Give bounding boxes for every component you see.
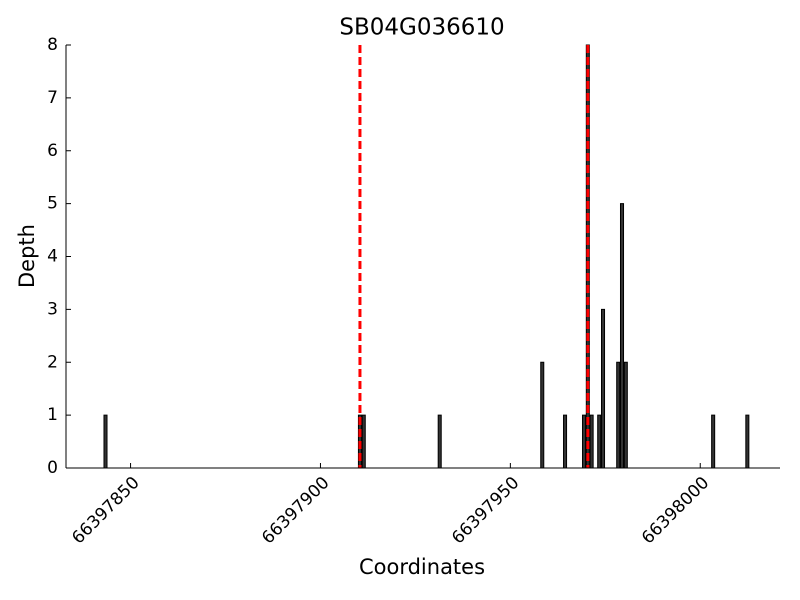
bar xyxy=(601,308,606,469)
y-tick-label: 8 xyxy=(47,35,58,55)
bar xyxy=(616,361,621,469)
x-tick-label: 66397850 xyxy=(68,473,143,548)
bar xyxy=(745,414,750,469)
bar xyxy=(582,414,587,469)
bar xyxy=(361,414,366,469)
bar xyxy=(711,414,716,469)
x-tick-label: 66397950 xyxy=(448,473,523,548)
bar xyxy=(563,414,568,469)
y-tick-label: 3 xyxy=(47,299,58,319)
chart-title: SB04G036610 xyxy=(339,15,504,41)
y-tick-label: 5 xyxy=(47,194,58,214)
x-tick-label: 66398000 xyxy=(638,473,713,548)
y-tick-label: 1 xyxy=(47,405,58,425)
y-tick-label: 6 xyxy=(47,141,58,161)
bar xyxy=(103,414,108,469)
bar xyxy=(589,414,594,469)
bar xyxy=(623,361,628,469)
y-tick-label: 7 xyxy=(47,88,58,108)
bar xyxy=(540,361,545,469)
y-tick-label: 4 xyxy=(47,247,58,267)
y-axis-label: Depth xyxy=(15,224,39,288)
x-tick-label: 66397900 xyxy=(258,473,333,548)
y-tick-label: 0 xyxy=(47,458,58,478)
x-axis-label: Coordinates xyxy=(359,555,485,579)
bar xyxy=(597,414,602,469)
y-tick-label: 2 xyxy=(47,352,58,372)
bar xyxy=(619,203,625,469)
bar xyxy=(437,414,442,469)
